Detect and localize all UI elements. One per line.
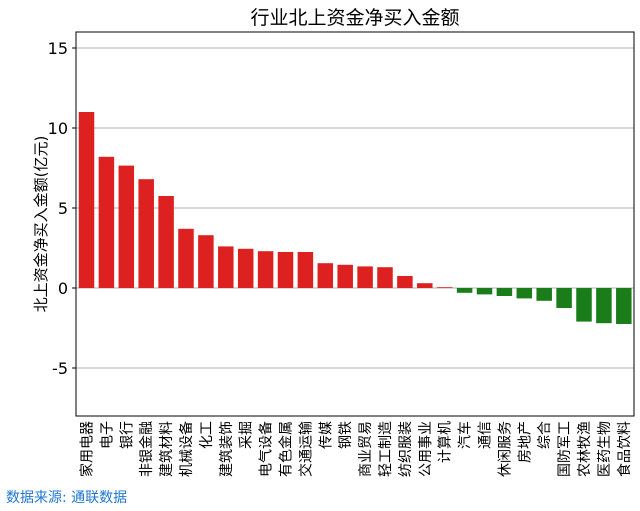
x-tick-label: 通信	[478, 421, 494, 449]
bar-12	[317, 263, 334, 288]
x-tick-label: 机械设备	[178, 421, 195, 477]
x-tick-label: 银行	[119, 421, 135, 449]
bar-8	[237, 248, 254, 288]
bar-7	[218, 246, 234, 288]
bar-16	[397, 276, 413, 288]
x-tick-label: 汽车	[457, 421, 474, 449]
x-tick-label: 钢铁	[338, 421, 354, 449]
bar-3	[138, 179, 154, 288]
y-tick-label: 10	[48, 119, 68, 138]
x-tick-label: 休闲服务	[497, 421, 513, 477]
x-tick-label: 商业贸易	[358, 421, 374, 477]
bar-15	[377, 267, 393, 288]
bar-26	[596, 288, 612, 324]
bars	[78, 112, 632, 324]
x-tick-label: 交通运输	[297, 421, 314, 477]
x-tick-label: 建筑装饰	[219, 421, 235, 477]
y-axis-label: 北上资金净买入金额(亿元)	[32, 136, 50, 313]
y-tick-labels: -5 0 5 10 15	[48, 39, 76, 378]
y-tick-label: 0	[58, 279, 68, 298]
bar-13	[337, 264, 353, 288]
bar-19	[456, 288, 473, 293]
bar-6	[198, 235, 214, 288]
x-tick-label: 传媒	[318, 421, 334, 449]
x-tick-label: 有色金属	[278, 421, 295, 477]
x-tick-label: 综合	[537, 421, 553, 449]
bar-23	[536, 288, 552, 301]
x-tick-label: 化工	[199, 421, 215, 449]
bar-0	[78, 112, 95, 288]
x-tick-label: 电气设备	[258, 421, 275, 477]
x-tick-label: 食品饮料	[616, 421, 633, 477]
bar-5	[178, 228, 194, 288]
data-source-note: 数据来源: 通联数据	[6, 490, 128, 506]
bar-24	[556, 288, 572, 308]
bar-25	[576, 288, 592, 322]
y-tick-label: 15	[48, 39, 68, 58]
bar-4	[158, 196, 174, 288]
x-tick-label: 纺织服装	[398, 421, 414, 477]
bar-11	[297, 252, 314, 288]
x-tick-label: 建筑材料	[159, 421, 175, 477]
bar-2	[118, 165, 135, 288]
bar-18	[436, 287, 453, 288]
y-tick-label: -5	[52, 359, 68, 378]
bar-27	[616, 288, 632, 324]
bar-20	[476, 288, 493, 295]
x-tick-label: 家用电器	[79, 421, 96, 477]
x-tick-label: 国防军工	[557, 421, 573, 477]
x-tick-label: 非银金融	[139, 421, 155, 477]
y-tick-label: 5	[58, 199, 68, 218]
x-tick-label: 医药生物	[597, 421, 613, 477]
x-tick-label: 农林牧渔	[577, 421, 593, 477]
x-tick-label: 轻工制造	[378, 421, 394, 477]
bar-9	[257, 251, 274, 288]
x-tick-label: 采掘	[239, 421, 255, 449]
x-tick-label: 电子	[99, 421, 115, 449]
x-tick-labels: 家用电器 电子 银行 非银金融 建筑材料 机械设备 化工 建筑装饰 采掘 电气设备 有色金属 交通运输…	[79, 421, 633, 477]
bar-14	[357, 266, 373, 288]
x-tick-label: 房地产	[517, 421, 533, 463]
plot-frame	[75, 31, 635, 417]
bar-1	[98, 156, 115, 288]
bar-17	[417, 283, 433, 288]
bar-22	[516, 288, 533, 299]
bar-10	[277, 252, 294, 288]
x-tick-label: 公用事业	[418, 421, 434, 477]
x-tick-label: 计算机	[438, 421, 454, 463]
chart-title: 行业北上资金净买入金额	[250, 7, 459, 29]
bar-21	[496, 288, 513, 296]
